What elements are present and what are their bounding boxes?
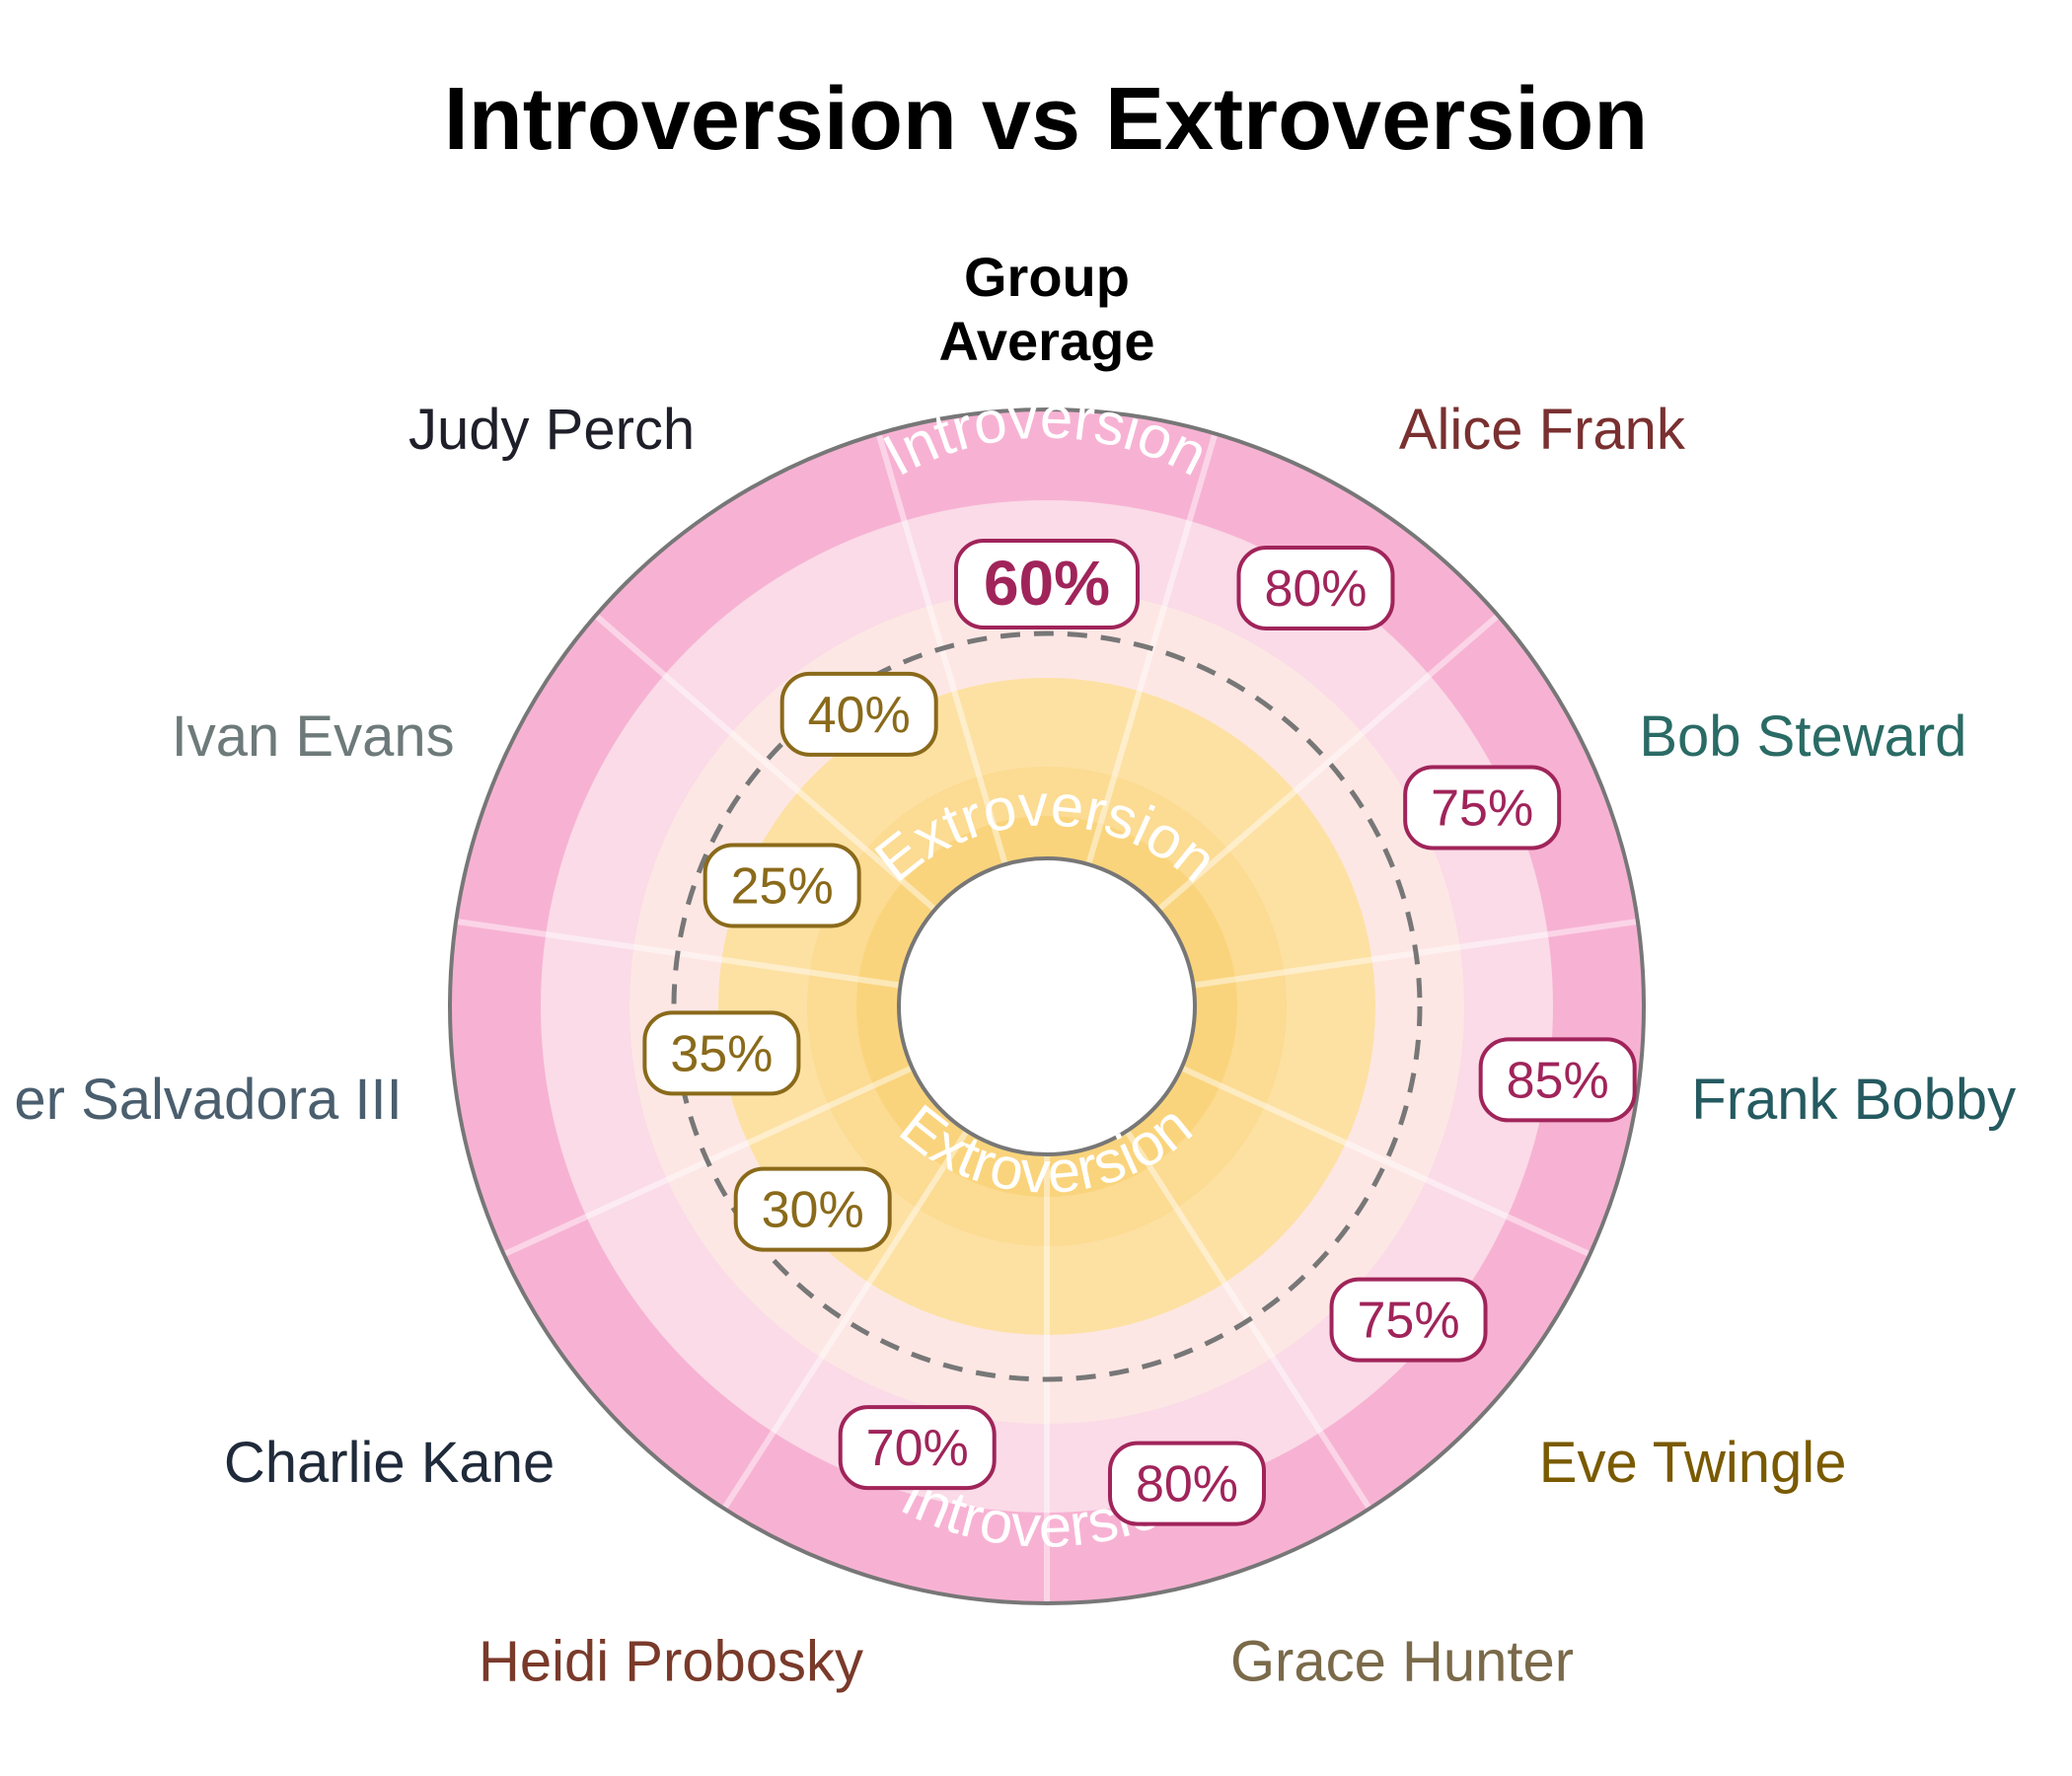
value-grace-hunter-box — [1107, 1441, 1266, 1526]
name-frank-bobby: Frank Bobby — [1691, 1068, 2016, 1132]
name-alice-frank: Alice Frank — [1399, 398, 1686, 462]
value-frank-bobby-text: 85% — [1507, 1052, 1609, 1109]
group-average-value: 60% — [954, 539, 1140, 629]
value-alice-frank: 80% — [1236, 546, 1395, 631]
name-eve-twingle: Eve Twingle — [1539, 1431, 1847, 1495]
value-er-salvadora-iii-box — [642, 1010, 801, 1096]
value-charlie-kane: 30% — [733, 1166, 892, 1252]
value-alice-frank-text: 80% — [1264, 560, 1367, 618]
value-bob-steward-box — [1403, 765, 1562, 851]
outer-border — [448, 407, 1646, 1605]
group-average-ring — [671, 630, 1423, 1382]
name-grace-hunter: Grace Hunter — [1230, 1629, 1574, 1693]
name-charlie-kane: Charlie Kane — [224, 1431, 555, 1495]
value-charlie-kane-text: 30% — [762, 1182, 864, 1239]
group-average-value-text: 60% — [984, 548, 1110, 619]
spoke-4 — [1180, 1065, 1591, 1258]
name-bob-steward: Bob Steward — [1639, 704, 1966, 769]
group-average-label-line1: Group — [964, 246, 1130, 308]
name-ivan-evans: Ivan Evans — [172, 704, 455, 769]
value-judy-perch: 40% — [779, 671, 938, 757]
group-average-value-box — [954, 539, 1140, 629]
value-bob-steward: 75% — [1403, 765, 1562, 851]
value-ivan-evans-text: 25% — [731, 857, 834, 915]
value-er-salvadora-iii-text: 35% — [670, 1025, 773, 1082]
spoke-10 — [593, 613, 937, 913]
name-er-salvadora-iii: er Salvadora III — [14, 1068, 402, 1132]
name-heidi-probosky: Heidi Probosky — [479, 1629, 863, 1693]
chart-title: Introversion vs Extroversion — [443, 70, 1649, 169]
value-eve-twingle: 75% — [1329, 1277, 1488, 1363]
value-heidi-probosky-text: 70% — [866, 1420, 969, 1477]
name-judy-perch: Judy Perch — [408, 398, 695, 462]
group-average-label-line2: Average — [939, 310, 1155, 372]
value-alice-frank-box — [1236, 546, 1395, 631]
value-judy-perch-box — [779, 671, 938, 757]
value-judy-perch-text: 40% — [808, 687, 911, 744]
center-hole — [897, 856, 1197, 1156]
value-ivan-evans: 25% — [703, 843, 861, 928]
value-eve-twingle-box — [1329, 1277, 1488, 1363]
value-frank-bobby: 85% — [1478, 1037, 1637, 1123]
value-ivan-evans-box — [703, 843, 861, 928]
spoke-7 — [721, 1129, 970, 1511]
spoke-2 — [1156, 613, 1501, 913]
value-bob-steward-text: 75% — [1431, 780, 1533, 838]
value-eve-twingle-text: 75% — [1357, 1293, 1459, 1350]
value-grace-hunter-text: 80% — [1136, 1456, 1238, 1514]
value-heidi-probosky: 70% — [838, 1405, 997, 1491]
value-charlie-kane-box — [733, 1166, 892, 1252]
value-grace-hunter: 80% — [1107, 1441, 1266, 1526]
value-heidi-probosky-box — [838, 1405, 997, 1491]
value-frank-bobby-box — [1478, 1037, 1637, 1123]
value-er-salvadora-iii: 35% — [642, 1010, 801, 1096]
